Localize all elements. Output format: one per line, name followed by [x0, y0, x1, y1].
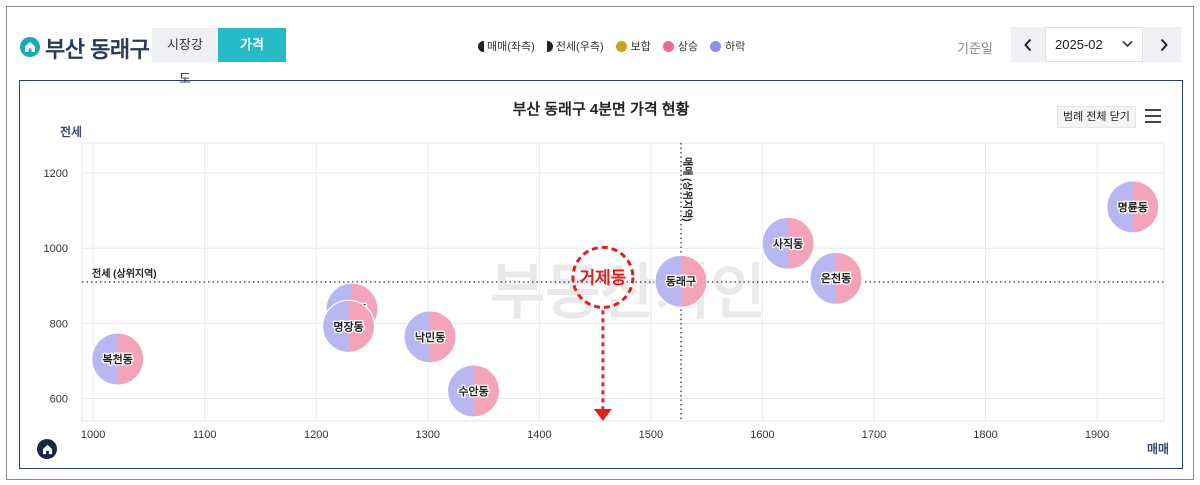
bubble-수안동: 수안동 [446, 364, 501, 418]
legend-item-jeonse[interactable]: 전세(우측) [546, 38, 604, 54]
legend-item-fall[interactable]: 하락 [710, 38, 745, 54]
bubble-label: 낙민동 [415, 330, 445, 344]
next-month-button[interactable] [1147, 27, 1181, 62]
y-tick-label: 800 [50, 318, 68, 330]
bubble-left-half [91, 333, 118, 386]
date-label: 기준일 [957, 41, 993, 56]
outer-frame: 부산 동래구 시장강도 가격 매매(좌측) 전세(우측) 보합 상승 [6, 6, 1194, 480]
legend-item-flat[interactable]: 보합 [615, 38, 651, 54]
bubble-outline [403, 310, 457, 364]
tab-market-strength[interactable]: 시장강도 [152, 28, 218, 86]
half-circle-right-icon [546, 40, 553, 52]
bubble-사직동: 사직동 [761, 216, 815, 270]
legend-item-rise[interactable]: 상승 [662, 38, 699, 54]
date-select[interactable]: 2025-02 [1045, 27, 1143, 62]
chart-title: 부산 동래구 4분면 가격 현황 [512, 101, 690, 118]
tab-price[interactable]: 가격 [218, 28, 286, 62]
bubble-left-half [322, 300, 349, 353]
bubble-outline [446, 364, 501, 418]
bubble-outline [1106, 180, 1160, 234]
bubble-명장동: 명장동 [321, 299, 376, 353]
bubble-left-half [1106, 180, 1133, 233]
bubble-left-half [404, 310, 431, 363]
legend-label-fall: 하락 [725, 41, 746, 53]
y-tick-label: 600 [50, 393, 68, 405]
x-tick-label: 1300 [416, 429, 440, 441]
x-tick-label: 1900 [1085, 429, 1109, 441]
bubble-온천동: 온천동 [809, 251, 863, 305]
bubble-outline [91, 332, 145, 386]
y-tick-label: 1000 [44, 243, 68, 255]
date-picker: 2025-02 [1011, 27, 1181, 62]
bubble-낙민동: 낙민동 [403, 310, 457, 364]
bubble-label: 복천동 [103, 352, 133, 366]
legend-label-rise: 상승 [677, 41, 699, 53]
date-value: 2025-02 [1055, 37, 1103, 52]
x-tick-label: 1800 [973, 429, 997, 441]
x-tick-label: 1700 [862, 429, 886, 441]
brand-logo-icon [37, 439, 57, 459]
x-tick-label: 1200 [304, 429, 328, 441]
legend-label-jeonse: 전세(우측) [555, 41, 604, 53]
chevron-left-icon [1024, 38, 1032, 51]
x-tick-label: 1100 [193, 429, 217, 441]
bubble-동래구: 동래구 [654, 254, 708, 308]
bubble-복천동: 복천동 [91, 332, 145, 386]
hamburger-menu-icon[interactable] [1145, 109, 1161, 123]
bubble-명륜동: 명륜동 [1106, 180, 1160, 234]
sale-reference-label: 매매 (상위지역) [681, 157, 694, 222]
callout-circle [571, 245, 635, 309]
bubble-label: 수안동 [458, 384, 488, 398]
chevron-right-icon [1160, 38, 1168, 51]
region-title: 부산 동래구 [45, 37, 150, 62]
bubble-left-half [655, 255, 682, 308]
y-tick-label: 1200 [44, 168, 68, 180]
dot-fall-icon [710, 40, 722, 52]
bubble-label: 동래구 [666, 274, 696, 288]
bubble-label: 사직동 [773, 236, 803, 250]
x-tick-label: 1000 [81, 429, 105, 441]
x-tick-label: 1600 [750, 429, 774, 441]
bubble-left-half [762, 217, 789, 270]
watermark-text: 부동산지인 [490, 259, 766, 326]
prev-month-button[interactable] [1011, 27, 1045, 62]
x-axis-title: 매매 [1147, 442, 1170, 456]
legend-label-sale: 매매(좌측) [487, 41, 535, 53]
y-axis-title: 전세 [60, 125, 83, 139]
top-legend: 매매(좌측) 전세(우측) 보합 상승 하락 [478, 38, 757, 54]
bubble-left-half [810, 252, 837, 305]
bubble-label: 명륜동 [1118, 200, 1148, 214]
legend-close-all-button[interactable]: 범례 전체 닫기 [1057, 106, 1136, 128]
callout-arrowhead [593, 409, 612, 421]
bubble-outline [809, 251, 863, 305]
legend-label-flat: 보합 [630, 41, 651, 53]
dot-flat-icon [615, 40, 627, 52]
bubble-outline [321, 299, 376, 353]
legend-item-sale[interactable]: 매매(좌측) [478, 38, 535, 54]
bubble-label: 온천동 [821, 271, 851, 285]
bubble-label: 명장동 [333, 319, 363, 333]
callout-label: 거제동 [579, 268, 626, 287]
jeonse-reference-label: 전세 (상위지역) [92, 267, 157, 280]
home-logo-icon [20, 37, 40, 57]
x-tick-label: 1400 [527, 429, 551, 441]
bubble-outline [654, 254, 708, 308]
chart-panel: 부동산지인 1000 1100 1200 1300 1400 1500 1600 1700 180… [19, 80, 1183, 469]
x-tick-label: 1500 [639, 429, 663, 441]
header: 부산 동래구 시장강도 가격 매매(좌측) 전세(우측) 보합 상승 [7, 7, 1195, 86]
dot-rise-icon [662, 40, 674, 52]
quadrant-chart: 부동산지인 1000 1100 1200 1300 1400 1500 1600 1700 180… [44, 142, 1165, 441]
chevron-down-icon [1122, 28, 1133, 61]
bubble-outline [761, 216, 815, 270]
half-circle-left-icon [478, 40, 484, 52]
bubble-left-half [447, 364, 474, 417]
view-tabs: 시장강도 가격 [152, 28, 286, 86]
